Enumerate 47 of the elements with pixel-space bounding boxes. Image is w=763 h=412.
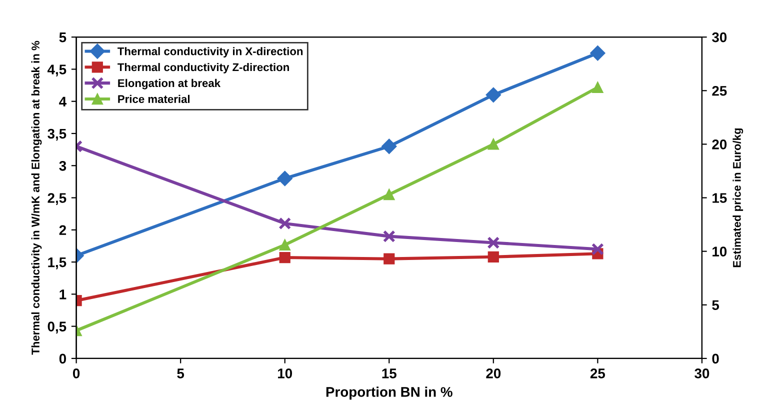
y-axis-title: Thermal conductivity in W/mK and Elongation at break in % — [31, 40, 42, 355]
point — [590, 46, 606, 61]
x-tick-label: 5 — [177, 368, 184, 378]
y2-axis-title: Estimated price in Euro/kg — [732, 128, 744, 268]
point — [592, 82, 604, 93]
point — [277, 170, 292, 186]
y-tick-label: 1,5 — [48, 258, 66, 270]
legend-label: Thermal conductivity Z-direction — [118, 62, 289, 74]
point — [278, 217, 292, 230]
point — [384, 188, 395, 200]
y-tick-label: 0,5 — [48, 322, 66, 334]
y-tick-label: 4,5 — [47, 64, 66, 76]
legend-label: Elongation at break — [118, 78, 221, 90]
x-tick-label: 20 — [486, 368, 501, 378]
x-tick-label: 25 — [590, 368, 606, 378]
point — [591, 242, 604, 256]
point — [382, 230, 396, 243]
legend-label: Thermal conductivity in X-direction — [118, 47, 303, 58]
y2-tick-label: 20 — [712, 140, 727, 150]
y-tick-label: 2 — [59, 225, 66, 235]
y-tick-label: 2,5 — [48, 193, 66, 205]
x-tick-label: 0 — [72, 368, 80, 378]
x-axis-title: Proportion BN in % — [326, 386, 452, 400]
y2-tick-label: 10 — [712, 246, 727, 256]
x-tick-label: 15 — [382, 368, 396, 378]
point — [487, 236, 500, 249]
legend-label: Price material — [118, 94, 190, 104]
y-tick-label: 0 — [59, 354, 66, 364]
y2-tick-label: 25 — [712, 86, 727, 96]
y-tick-label: 5 — [59, 32, 66, 42]
point — [486, 87, 501, 102]
point — [279, 252, 290, 264]
y2-tick-label: 15 — [712, 193, 727, 203]
y2-tick-label: 30 — [712, 32, 727, 42]
y-tick-label: 4 — [59, 96, 67, 106]
x-tick-label: 30 — [694, 368, 710, 378]
y-tick-label: 3,5 — [48, 128, 66, 141]
y-tick-label: 3 — [59, 160, 66, 171]
y2-tick-label: 0 — [712, 354, 719, 364]
x-tick-label: 10 — [278, 368, 292, 378]
point — [382, 138, 397, 154]
y-tick-label: 1 — [60, 290, 66, 300]
point — [488, 251, 499, 262]
point — [279, 239, 290, 250]
point — [384, 253, 395, 264]
point — [488, 138, 499, 150]
y2-tick-label: 5 — [712, 300, 720, 310]
